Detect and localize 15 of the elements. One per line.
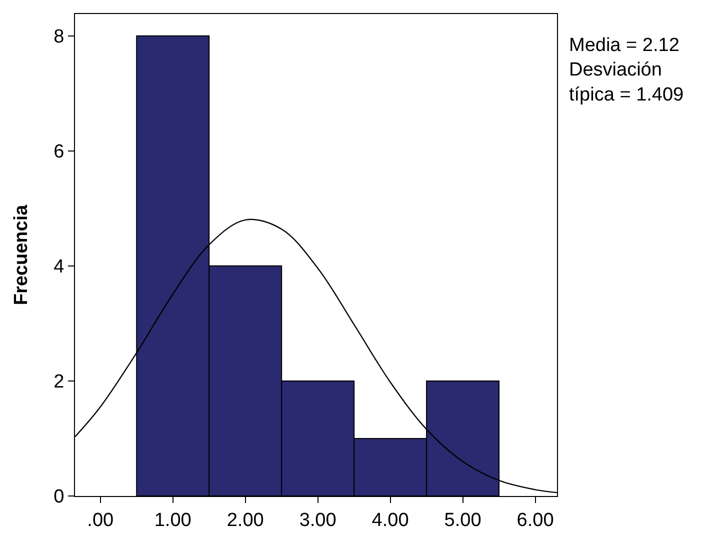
x-tick-label: 2.00	[226, 510, 264, 531]
x-tick-label: 6.00	[516, 510, 554, 531]
y-tick-label: 8	[54, 26, 64, 48]
x-tick-label: 4.00	[372, 510, 409, 531]
y-tick-label: 0	[54, 486, 64, 508]
text: Desviación típica = 1.409	[569, 60, 684, 106]
y-axis-title: Frecuencia	[11, 204, 32, 306]
x-tick-label: .00	[87, 510, 114, 531]
y-tick-label: 6	[54, 142, 64, 163]
y-tick-label: 2	[54, 372, 64, 393]
y-tick-label: 4	[54, 256, 65, 278]
x-tick-label: 3.00	[299, 510, 336, 531]
x-tick-label: 1.00	[154, 510, 192, 531]
x-tick-label: 5.00	[444, 510, 482, 531]
text: Media = 2.12	[569, 35, 680, 56]
